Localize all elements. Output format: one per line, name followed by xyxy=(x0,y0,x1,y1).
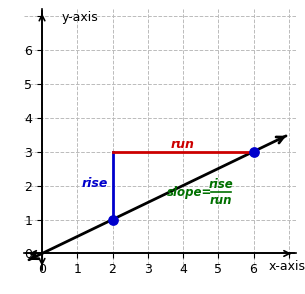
Text: run: run xyxy=(210,194,232,207)
Text: slope=: slope= xyxy=(167,186,213,199)
Text: y-axis: y-axis xyxy=(61,11,98,24)
Text: rise: rise xyxy=(208,178,233,191)
Point xyxy=(251,149,256,154)
Text: run: run xyxy=(171,138,195,151)
Text: x-axis: x-axis xyxy=(268,260,305,273)
Text: rise: rise xyxy=(82,177,108,190)
Point xyxy=(110,217,115,222)
